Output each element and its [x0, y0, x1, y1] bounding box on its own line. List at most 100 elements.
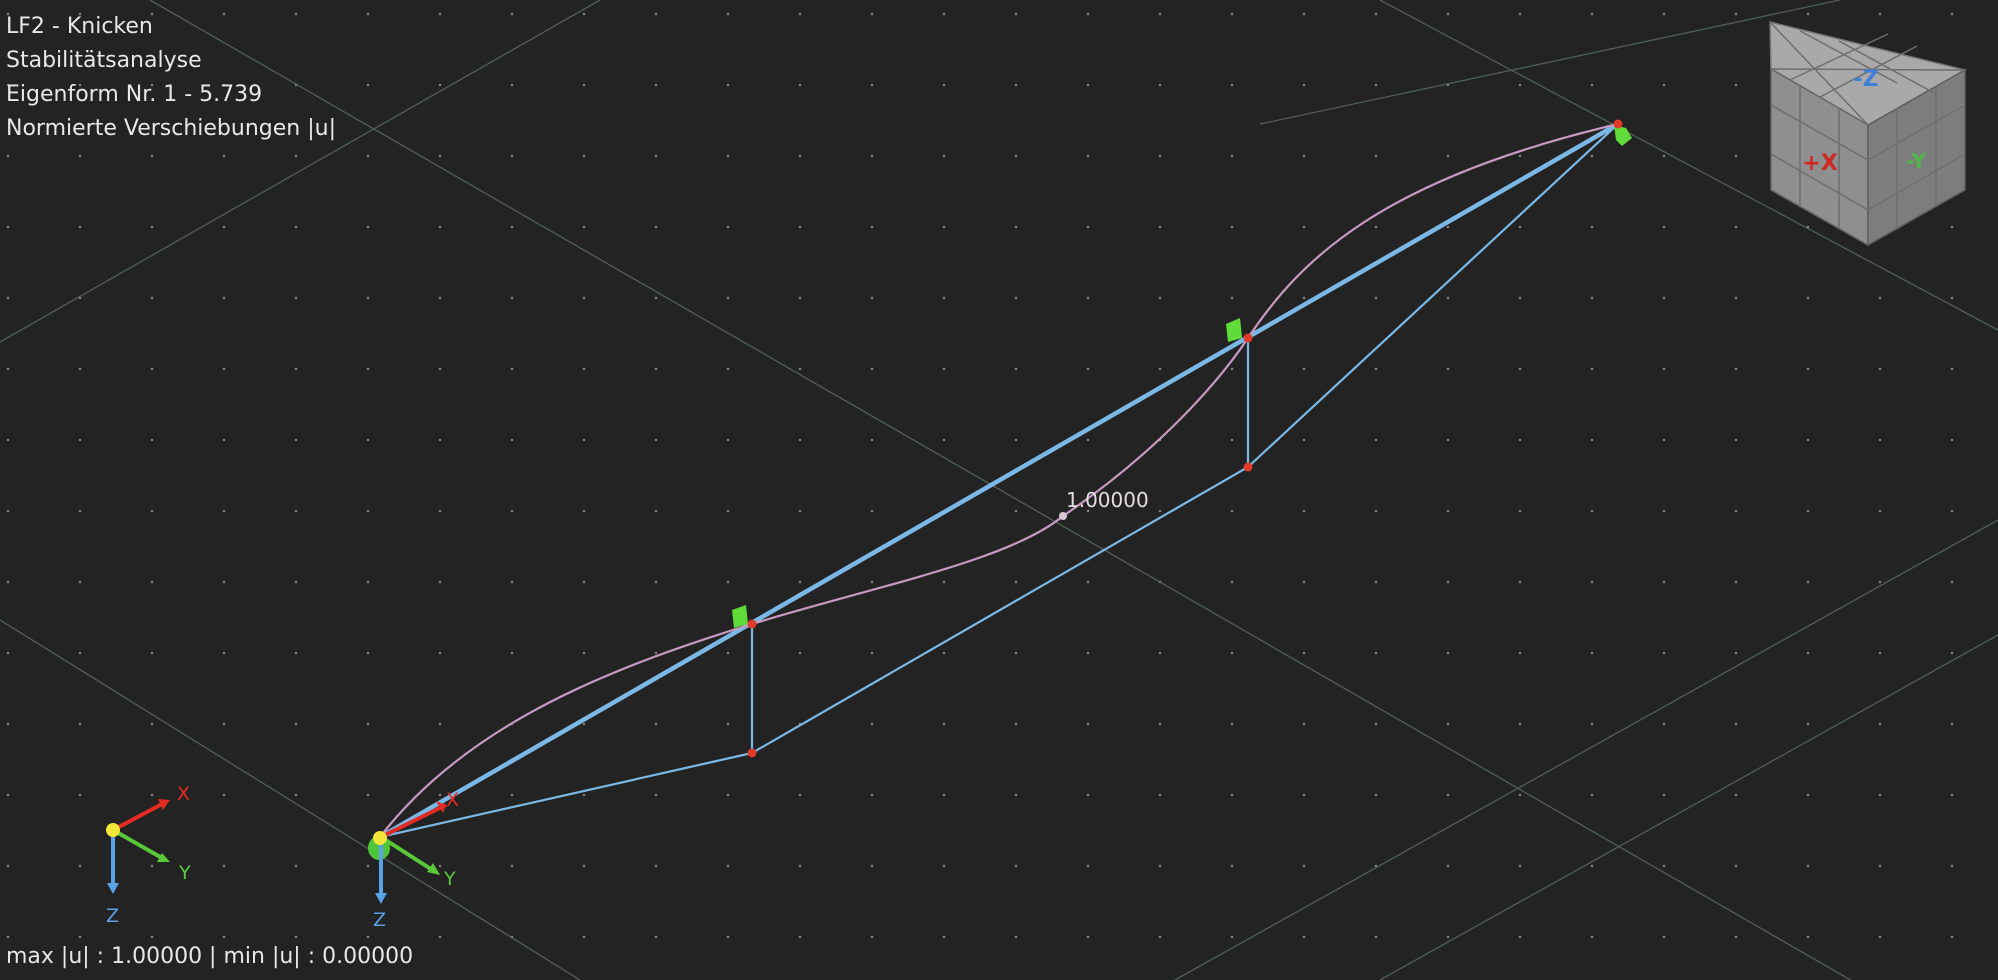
grid-dot [222, 935, 226, 939]
grid-dot [654, 83, 658, 87]
grid-dot [1518, 509, 1522, 513]
grid-dot [654, 935, 658, 939]
grid-dot [1518, 225, 1522, 229]
grid-dot [438, 793, 442, 797]
view-cube[interactable]: -Z +X -Y [1769, 21, 1968, 247]
grid-dot [1158, 722, 1162, 726]
grid-dot [726, 509, 730, 513]
guide-line [1174, 519, 1998, 980]
grid-dot [942, 935, 946, 939]
grid-dot [1230, 651, 1234, 655]
node[interactable] [1243, 333, 1253, 343]
grid-dot [1374, 154, 1378, 158]
grid-dot [1446, 580, 1450, 584]
grid-dot [1734, 83, 1738, 87]
grid-dot [150, 367, 154, 371]
grid-dot [1662, 296, 1666, 300]
grid-dot [654, 154, 658, 158]
nodes[interactable] [747, 119, 1623, 758]
grid-dot [1662, 509, 1666, 513]
grid-dot [366, 225, 370, 229]
grid-dot [1878, 580, 1882, 584]
global-x-label: X [177, 783, 190, 805]
grid-dot [870, 935, 874, 939]
view-cube-right-face[interactable] [1867, 68, 1966, 247]
grid-dot [1374, 296, 1378, 300]
grid-dot [1662, 651, 1666, 655]
grid-dot [78, 935, 82, 939]
grid-dot [798, 509, 802, 513]
grid-dot [1230, 722, 1234, 726]
bottom-chord-member[interactable] [750, 465, 1250, 755]
grid-dot [1878, 651, 1882, 655]
grid-dot [510, 580, 514, 584]
grid-dot [1734, 438, 1738, 442]
grid-dot [438, 438, 442, 442]
grid-dot [1662, 864, 1666, 868]
node[interactable] [1243, 462, 1253, 472]
grid-dot [1086, 296, 1090, 300]
grid-dot [78, 864, 82, 868]
grid-dot [942, 154, 946, 158]
grid-dot [582, 83, 586, 87]
grid-dot [1014, 438, 1018, 442]
top-chord-member[interactable] [377, 121, 1621, 840]
grid-dot [654, 793, 658, 797]
grid-dot [654, 509, 658, 513]
grid-dot [294, 12, 298, 16]
node[interactable] [747, 619, 757, 629]
grid-dot [1086, 367, 1090, 371]
grid-dot [510, 225, 514, 229]
grid-dot [1302, 296, 1306, 300]
grid-dot [1374, 367, 1378, 371]
grid-dot [438, 935, 442, 939]
grid-dot [798, 580, 802, 584]
grid-dot [1518, 722, 1522, 726]
grid-dot [222, 722, 226, 726]
grid-dot [438, 296, 442, 300]
grid-dots [6, 12, 1954, 939]
grid-dot [1086, 793, 1090, 797]
grid-dot [726, 864, 730, 868]
grid-dot [1878, 12, 1882, 16]
bottom-chord-member[interactable] [1246, 122, 1620, 469]
grid-dot [798, 12, 802, 16]
grid-dot [1014, 651, 1018, 655]
grid-dot [1734, 225, 1738, 229]
grid-dot [870, 509, 874, 513]
grid-dot [654, 438, 658, 442]
grid-dot [1950, 580, 1954, 584]
grid-dot [654, 12, 658, 16]
grid-dot [78, 651, 82, 655]
grid-dot [510, 438, 514, 442]
grid-dot [1014, 83, 1018, 87]
grid-dot [1374, 509, 1378, 513]
grid-dot [6, 509, 10, 513]
grid-dot [1158, 225, 1162, 229]
eigenmode-label: Eigenform Nr. 1 - 5.739 [6, 82, 263, 107]
grid-dot [1662, 722, 1666, 726]
grid-dot [510, 296, 514, 300]
grid-dot [942, 580, 946, 584]
grid-dot [1302, 580, 1306, 584]
grid-dot [1662, 83, 1666, 87]
grid-dot [78, 83, 82, 87]
grid-dot [1374, 793, 1378, 797]
grid-dot [1734, 509, 1738, 513]
grid-dot [726, 438, 730, 442]
grid-dot [1302, 935, 1306, 939]
bottom-chord-member[interactable] [378, 751, 754, 839]
grid-dot [1302, 651, 1306, 655]
grid-dot [150, 651, 154, 655]
node[interactable] [1613, 119, 1623, 129]
grid-dot [1014, 935, 1018, 939]
grid-dot [942, 367, 946, 371]
grid-dot [1806, 438, 1810, 442]
grid-dot [582, 651, 586, 655]
grid-dot [582, 438, 586, 442]
node[interactable] [747, 748, 757, 758]
grid-dot [1446, 864, 1450, 868]
truss-members[interactable] [377, 121, 1621, 840]
